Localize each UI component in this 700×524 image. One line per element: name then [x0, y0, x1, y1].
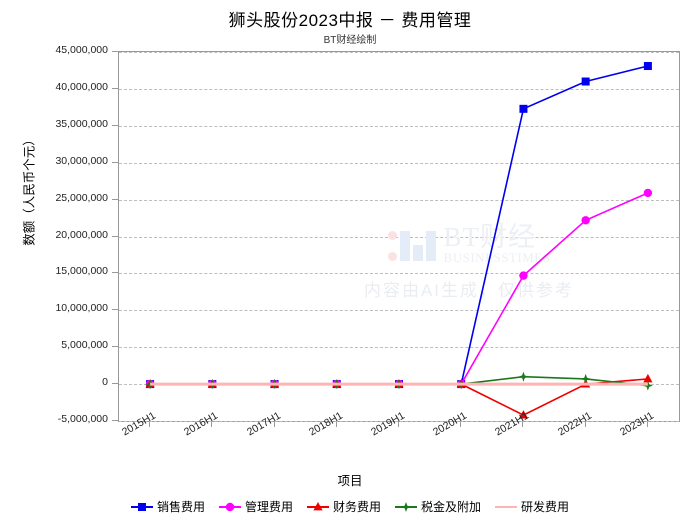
y-axis-tick-mark — [112, 161, 118, 163]
y-axis-tick-label: 5,000,000 — [61, 339, 108, 352]
data-point-marker — [519, 271, 528, 280]
legend-item[interactable]: 销售费用 — [130, 498, 205, 515]
legend-label: 管理费用 — [244, 500, 293, 514]
gridline — [119, 52, 679, 53]
gridline — [119, 421, 679, 422]
series-line — [150, 65, 649, 385]
data-point-marker — [581, 216, 590, 225]
x-axis-tick-mark — [460, 422, 462, 427]
x-axis-tick-mark — [273, 422, 275, 427]
gridline — [119, 199, 679, 201]
y-axis-tick-label: 35,000,000 — [55, 117, 108, 130]
legend-item[interactable]: 管理费用 — [218, 498, 293, 515]
y-axis-tick-mark — [112, 124, 118, 126]
legend-item[interactable]: 税金及附加 — [395, 498, 481, 515]
x-axis-tick-mark — [522, 422, 524, 427]
legend-label: 销售费用 — [156, 500, 205, 514]
legend-marker-icon — [130, 501, 153, 513]
y-axis-tick-mark — [112, 198, 118, 200]
page-title: 狮头股份2023中报 － 费用管理 — [228, 11, 472, 30]
gridline — [119, 347, 679, 349]
data-point-marker — [643, 373, 653, 383]
y-axis-title: 数额（人民币个元） — [22, 133, 37, 246]
y-axis-tick-mark — [112, 420, 118, 421]
x-axis-tick-mark — [149, 422, 151, 427]
legend-item[interactable]: 财务费用 — [306, 498, 381, 515]
legend-item[interactable]: 研发费用 — [495, 498, 569, 515]
y-axis-tick-label: 25,000,000 — [55, 191, 108, 204]
legend-marker-icon — [495, 501, 518, 513]
data-point-marker — [145, 379, 156, 390]
x-axis-tick-mark — [584, 422, 586, 427]
data-point-marker — [643, 62, 652, 71]
x-axis-tick-mark — [335, 422, 337, 427]
gridline — [119, 273, 679, 275]
legend-label: 税金及附加 — [421, 500, 482, 514]
legend-marker-icon — [306, 501, 329, 513]
gridline — [119, 88, 679, 90]
data-point-marker — [519, 104, 528, 113]
legend: 销售费用 管理费用 财务费用 税金及附加 研发费用 — [0, 498, 700, 515]
y-axis-tick-mark — [112, 309, 118, 311]
y-axis-tick-mark — [112, 383, 118, 385]
data-point-marker — [518, 371, 529, 382]
y-axis-tick-mark — [112, 272, 118, 274]
y-axis-tick-mark — [112, 87, 118, 89]
y-axis-tick-label: -5,000,000 — [57, 413, 108, 425]
y-axis-tick-label: 20,000,000 — [55, 228, 108, 241]
legend-label: 财务费用 — [332, 500, 381, 514]
y-axis-tick-label: 15,000,000 — [55, 265, 108, 278]
x-axis-tick-mark — [211, 422, 213, 427]
series-layer — [145, 62, 653, 419]
y-axis-tick-mark — [112, 51, 118, 52]
gridline — [119, 310, 679, 312]
plot-area: BT财经 BUSINESSTIMES 内容由AI生成，仅供参考 — [118, 51, 680, 422]
series-line — [150, 192, 649, 385]
y-axis-tick-label: 0 — [102, 376, 108, 389]
x-axis-tick-mark — [398, 422, 399, 427]
gridline — [119, 236, 679, 238]
legend-label: 研发费用 — [521, 500, 570, 514]
data-point-marker — [581, 77, 590, 86]
chart-subtitle: BT财经绘制 — [323, 35, 377, 46]
x-axis-tick-mark — [646, 422, 648, 427]
y-axis-tick-mark — [112, 346, 118, 348]
data-point-marker — [580, 373, 591, 384]
data-point-marker — [643, 188, 653, 198]
data-point-marker — [642, 380, 653, 391]
y-axis-tick-mark — [112, 235, 118, 237]
y-axis-tick-label: 10,000,000 — [55, 302, 108, 315]
y-axis-tick-label: 40,000,000 — [55, 80, 108, 93]
gridline — [119, 162, 679, 164]
y-axis-tick-label: 45,000,000 — [55, 44, 108, 56]
legend-marker-icon — [218, 501, 241, 513]
gridline — [119, 125, 679, 127]
data-point-marker — [518, 410, 529, 419]
y-axis-tick-label: 30,000,000 — [55, 154, 108, 167]
x-axis-title: 项目 — [337, 474, 363, 488]
legend-marker-icon — [395, 501, 417, 513]
